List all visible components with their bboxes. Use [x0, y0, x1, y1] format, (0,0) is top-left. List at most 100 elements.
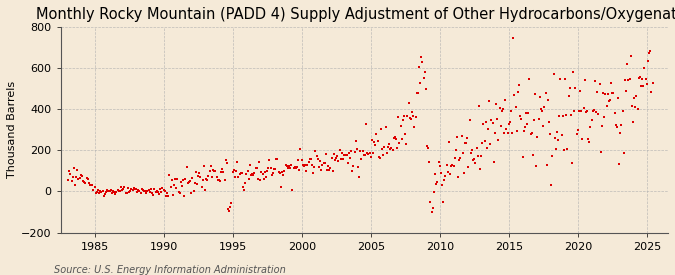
Point	[232, 160, 242, 164]
Point	[112, 188, 123, 192]
Point	[427, 206, 438, 210]
Point	[118, 187, 129, 192]
Point	[226, 200, 237, 205]
Point	[548, 72, 559, 76]
Point	[117, 188, 128, 192]
Point	[169, 183, 180, 188]
Point	[479, 139, 490, 143]
Point	[495, 123, 506, 128]
Point	[166, 178, 177, 182]
Point	[568, 70, 578, 74]
Point	[217, 167, 227, 171]
Point	[587, 109, 598, 114]
Point	[628, 95, 639, 100]
Point	[265, 166, 276, 171]
Point	[259, 177, 269, 182]
Point	[181, 164, 192, 169]
Point	[416, 54, 427, 59]
Point	[313, 157, 323, 161]
Point	[483, 127, 493, 132]
Point	[185, 178, 196, 183]
Title: Monthly Rocky Mountain (PADD 4) Supply Adjustment of Other Hydrocarbons/Oxygenat: Monthly Rocky Mountain (PADD 4) Supply A…	[36, 7, 675, 22]
Point	[578, 106, 589, 110]
Point	[296, 158, 307, 162]
Point	[638, 84, 649, 88]
Point	[468, 158, 479, 162]
Point	[316, 168, 327, 172]
Point	[516, 117, 526, 121]
Point	[579, 78, 590, 82]
Point	[443, 139, 454, 144]
Point	[506, 109, 516, 113]
Point	[541, 163, 552, 167]
Point	[613, 96, 624, 100]
Point	[607, 91, 618, 95]
Point	[306, 163, 317, 167]
Point	[241, 172, 252, 176]
Point	[124, 190, 134, 195]
Point	[507, 130, 518, 135]
Point	[130, 186, 140, 191]
Point	[586, 118, 597, 122]
Point	[196, 185, 207, 189]
Point	[419, 70, 430, 75]
Point	[594, 82, 605, 86]
Point	[65, 172, 76, 176]
Point	[383, 142, 394, 146]
Point	[287, 188, 298, 192]
Point	[425, 200, 436, 205]
Point	[90, 191, 101, 195]
Point	[489, 131, 500, 136]
Point	[409, 125, 420, 130]
Point	[570, 86, 581, 90]
Point	[140, 189, 151, 194]
Point	[130, 187, 141, 191]
Point	[225, 205, 236, 210]
Point	[161, 191, 172, 195]
Point	[103, 189, 114, 194]
Point	[255, 178, 266, 183]
Point	[315, 159, 325, 164]
Point	[192, 182, 202, 186]
Point	[371, 132, 382, 136]
Point	[317, 163, 328, 167]
Point	[282, 166, 293, 170]
Point	[165, 184, 176, 189]
Point	[198, 163, 209, 168]
Point	[68, 166, 79, 170]
Point	[502, 130, 513, 135]
Point	[252, 177, 263, 182]
Point	[433, 160, 444, 164]
Point	[364, 151, 375, 155]
Point	[355, 149, 366, 153]
Point	[344, 156, 355, 160]
Point	[454, 158, 464, 163]
Point	[352, 147, 362, 151]
Point	[383, 145, 394, 149]
Point	[368, 151, 379, 155]
Point	[461, 141, 472, 145]
Point	[599, 115, 610, 119]
Point	[585, 124, 596, 129]
Point	[180, 177, 191, 181]
Point	[263, 166, 273, 170]
Point	[580, 110, 591, 114]
Point	[527, 152, 538, 157]
Point	[172, 177, 183, 181]
Point	[615, 131, 626, 135]
Point	[84, 181, 95, 185]
Point	[220, 158, 231, 163]
Point	[646, 90, 657, 95]
Point	[279, 169, 290, 173]
Point	[288, 166, 299, 170]
Point	[450, 156, 460, 160]
Point	[295, 147, 306, 152]
Point	[211, 175, 222, 180]
Point	[155, 187, 165, 191]
Point	[308, 171, 319, 175]
Point	[499, 131, 510, 135]
Point	[609, 111, 620, 115]
Point	[471, 146, 482, 150]
Point	[500, 98, 511, 103]
Point	[512, 89, 523, 94]
